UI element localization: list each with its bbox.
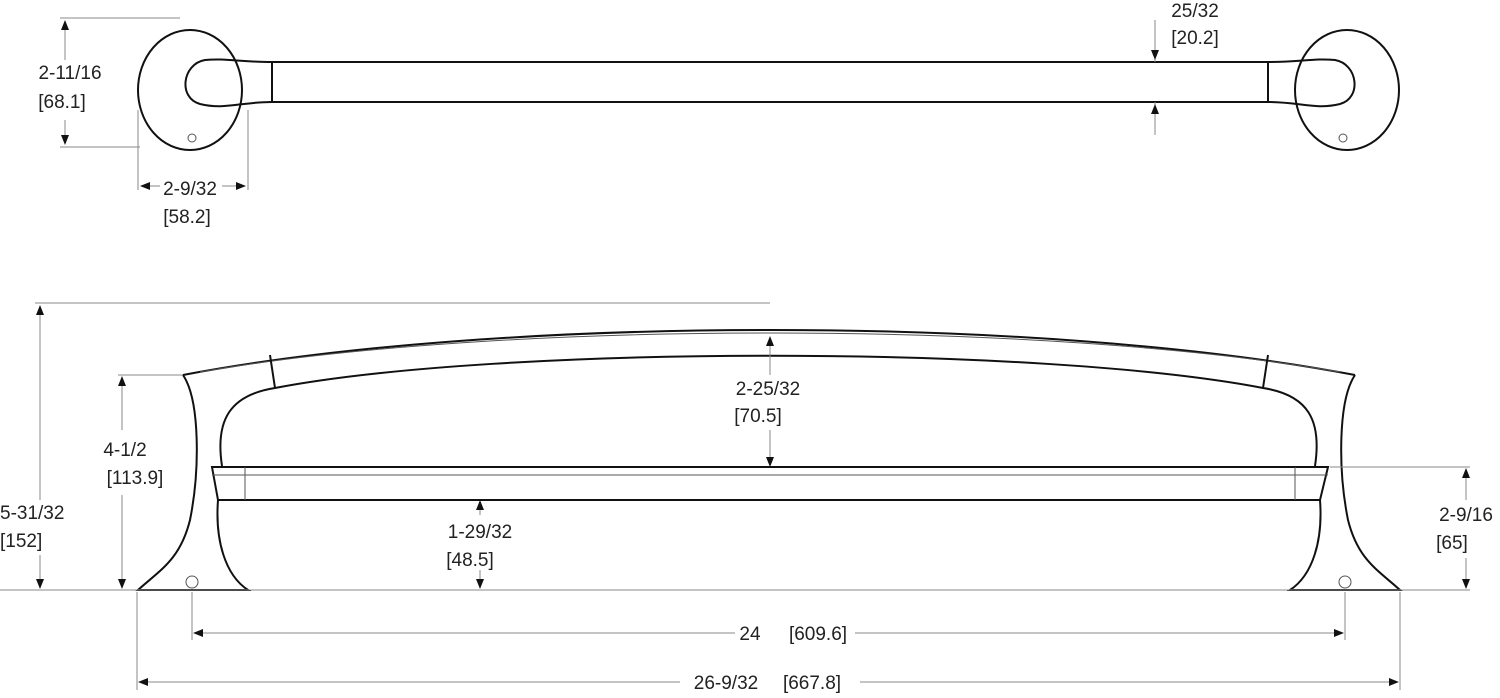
- dimension: 5-31/32: [0, 503, 64, 524]
- front-view: [0, 302, 1470, 690]
- dimension: [609.6]: [789, 624, 847, 645]
- dimension: [70.5]: [734, 406, 782, 427]
- dimension: [20.2]: [1171, 28, 1219, 49]
- dimension: 2-9/32: [163, 179, 217, 200]
- dimension: 2-9/16: [1439, 505, 1493, 526]
- dimension: 1-29/32: [448, 522, 512, 543]
- dimension: 26-9/32: [694, 673, 758, 694]
- dimension: [667.8]: [783, 673, 841, 694]
- top-view: [60, 17, 1400, 190]
- dimension: [113.9]: [107, 468, 164, 489]
- dimension: [152]: [0, 531, 42, 552]
- dimension: [65]: [1436, 533, 1468, 554]
- dimension: 2-25/32: [736, 379, 800, 400]
- dimension: 2-11/16: [38, 63, 101, 84]
- dimension: 24: [739, 624, 761, 645]
- dimension: [68.1]: [38, 92, 86, 113]
- dimension: 25/32: [1171, 1, 1219, 22]
- dimension: [48.5]: [446, 550, 494, 571]
- dimension: 4-1/2: [103, 440, 146, 461]
- dimension: [58.2]: [163, 207, 211, 228]
